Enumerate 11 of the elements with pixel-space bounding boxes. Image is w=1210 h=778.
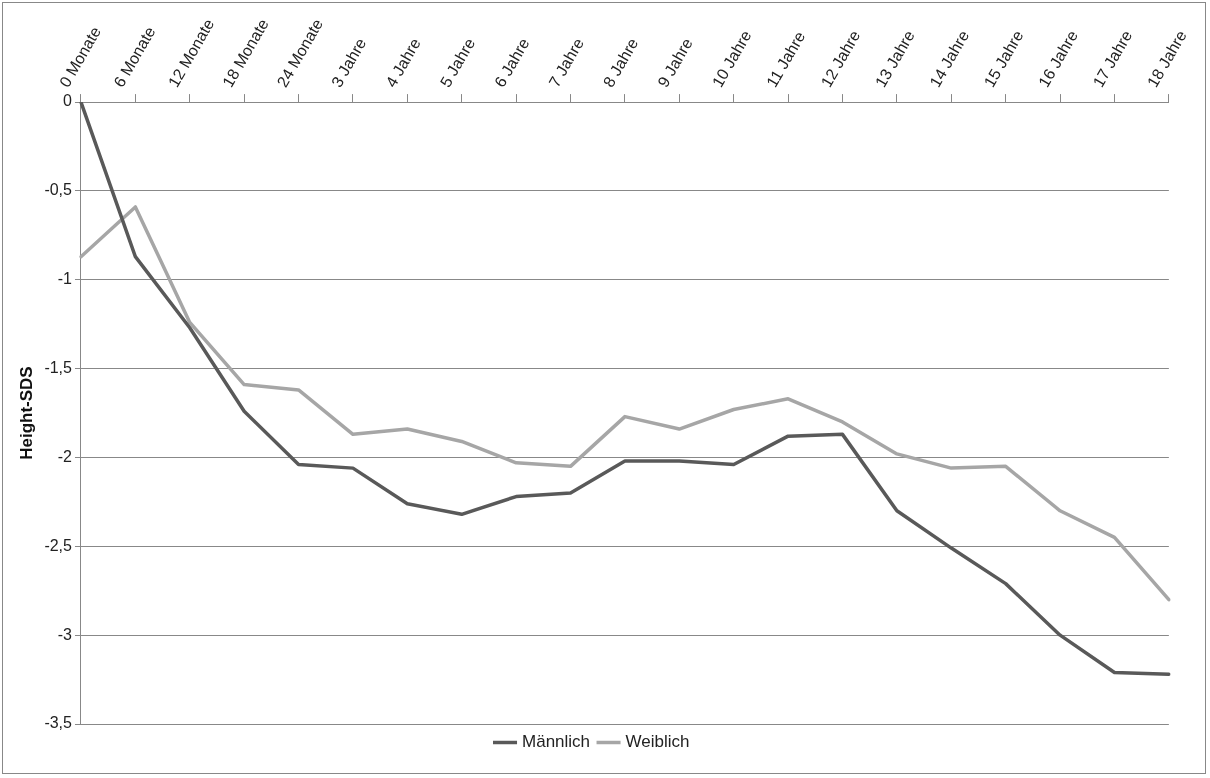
y-tick-label: -3 [57, 625, 73, 643]
y-tick-label: 0 [63, 92, 73, 110]
y-tick-label: -0,5 [44, 181, 73, 199]
y-tick-label: -3,5 [44, 714, 73, 732]
y-tick-label: -1 [57, 270, 73, 288]
legend-label: Weiblich [625, 732, 690, 752]
y-tick-label: -2 [57, 447, 73, 465]
y-axis-title: Height-SDS [16, 366, 36, 460]
y-tick-label: -1,5 [44, 359, 73, 377]
y-tick-label: -2,5 [44, 536, 73, 554]
legend-label: Männlich [522, 732, 591, 752]
